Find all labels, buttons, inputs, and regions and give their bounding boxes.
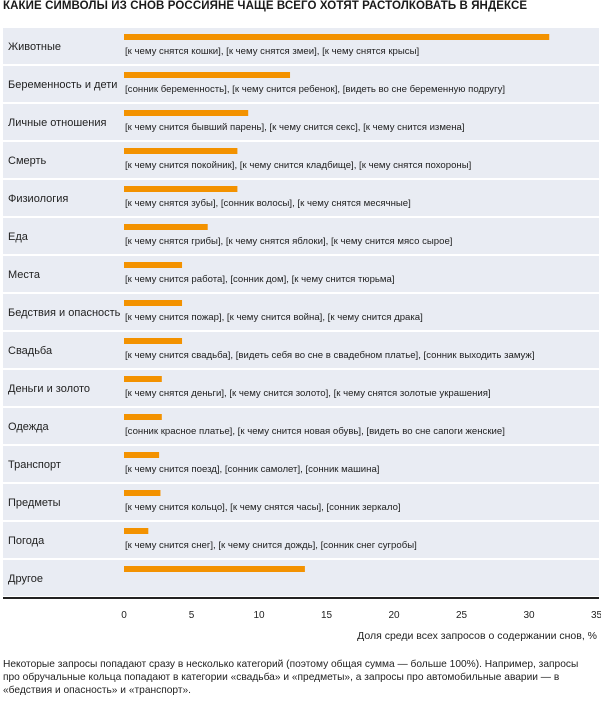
example-queries: [к чему снятся кошки], [к чему снятся зм…: [125, 46, 419, 57]
category-label: Личные отношения: [8, 117, 107, 129]
bar: [124, 300, 183, 306]
x-tick-label: 5: [189, 610, 195, 621]
bar: [124, 414, 162, 420]
category-label: Свадьба: [8, 345, 53, 357]
x-tick-label: 15: [321, 610, 333, 621]
category-row-bg: [3, 408, 599, 444]
category-label: Места: [8, 269, 41, 281]
category-row-bg: [3, 332, 599, 368]
bar: [124, 452, 160, 458]
example-queries: [к чему снится работа], [сонник дом], [к…: [125, 274, 395, 285]
footnote: Некоторые запросы попадают сразу в неско…: [3, 659, 579, 696]
category-label: Деньги и золото: [8, 383, 90, 395]
bar: [124, 528, 149, 534]
category-label: Предметы: [8, 497, 61, 509]
x-tick-label: 35: [591, 610, 601, 621]
category-row-bg: [3, 484, 599, 520]
example-queries: [к чему снится покойник], [к чему снится…: [125, 160, 471, 171]
x-tick-label: 30: [523, 610, 535, 621]
bar: [124, 186, 238, 192]
category-label: Бедствия и опасность: [8, 307, 121, 319]
bar-chart: Животные [к чему снятся кошки], [к чему с…: [3, 28, 601, 642]
bar: [124, 34, 550, 40]
bar: [124, 224, 208, 230]
category-row-bg: [3, 66, 599, 102]
example-queries: [к чему снятся зубы], [сонник волосы], […: [125, 198, 411, 209]
bar: [124, 338, 183, 344]
x-tick-label: 10: [253, 610, 265, 621]
x-tick-label: 25: [456, 610, 468, 621]
bar: [124, 490, 161, 496]
bar: [124, 72, 291, 78]
x-tick-label: 0: [121, 610, 127, 621]
bar: [124, 110, 249, 116]
category-row-bg: [3, 104, 599, 140]
category-row-bg: [3, 560, 599, 596]
category-row-bg: [3, 370, 599, 406]
example-queries: [к чему снится пожар], [к чему снится во…: [125, 312, 423, 323]
category-row-bg: [3, 256, 599, 292]
category-row-bg: [3, 522, 599, 558]
example-queries: [сонник беременность], [к чему снится ре…: [125, 84, 505, 95]
category-label: Погода: [8, 535, 45, 547]
example-queries: [к чему снится бывший парень], [к чему с…: [125, 122, 465, 133]
example-queries: [к чему снятся деньги], [к чему снится з…: [125, 388, 491, 399]
bar: [124, 148, 238, 154]
category-row-bg: [3, 142, 599, 178]
category-label: Одежда: [8, 421, 50, 433]
category-row-bg: [3, 294, 599, 330]
category-label: Животные: [8, 41, 61, 53]
example-queries: [к чему снится кольцо], [к чему снятся ч…: [125, 502, 401, 513]
example-queries: [сонник красное платье], [к чему снится …: [125, 426, 505, 437]
category-row-bg: [3, 180, 599, 216]
chart-title: КАКИЕ СИМВОЛЫ ИЗ СНОВ РОССИЯНЕ ЧАЩЕ ВСЕГ…: [3, 0, 528, 12]
category-row-bg: [3, 218, 599, 254]
category-label: Еда: [8, 231, 29, 243]
category-label: Беременность и дети: [8, 79, 117, 91]
x-axis-label: Доля среди всех запросов о содержании сн…: [357, 630, 597, 642]
bar: [124, 376, 162, 382]
example-queries: [к чему снится снег], [к чему снится дож…: [125, 540, 417, 551]
category-row-bg: [3, 446, 599, 482]
bar: [124, 566, 305, 572]
category-label: Транспорт: [8, 459, 61, 471]
category-label: Другое: [8, 573, 43, 585]
example-queries: [к чему снится свадьба], [видеть себя во…: [125, 350, 535, 361]
bar: [124, 262, 183, 268]
example-queries: [к чему снится поезд], [сонник самолет],…: [125, 464, 379, 475]
example-queries: [к чему снятся грибы], [к чему снятся яб…: [125, 236, 452, 247]
category-label: Физиология: [8, 193, 68, 205]
category-label: Смерть: [8, 155, 47, 167]
x-tick-label: 20: [388, 610, 400, 621]
